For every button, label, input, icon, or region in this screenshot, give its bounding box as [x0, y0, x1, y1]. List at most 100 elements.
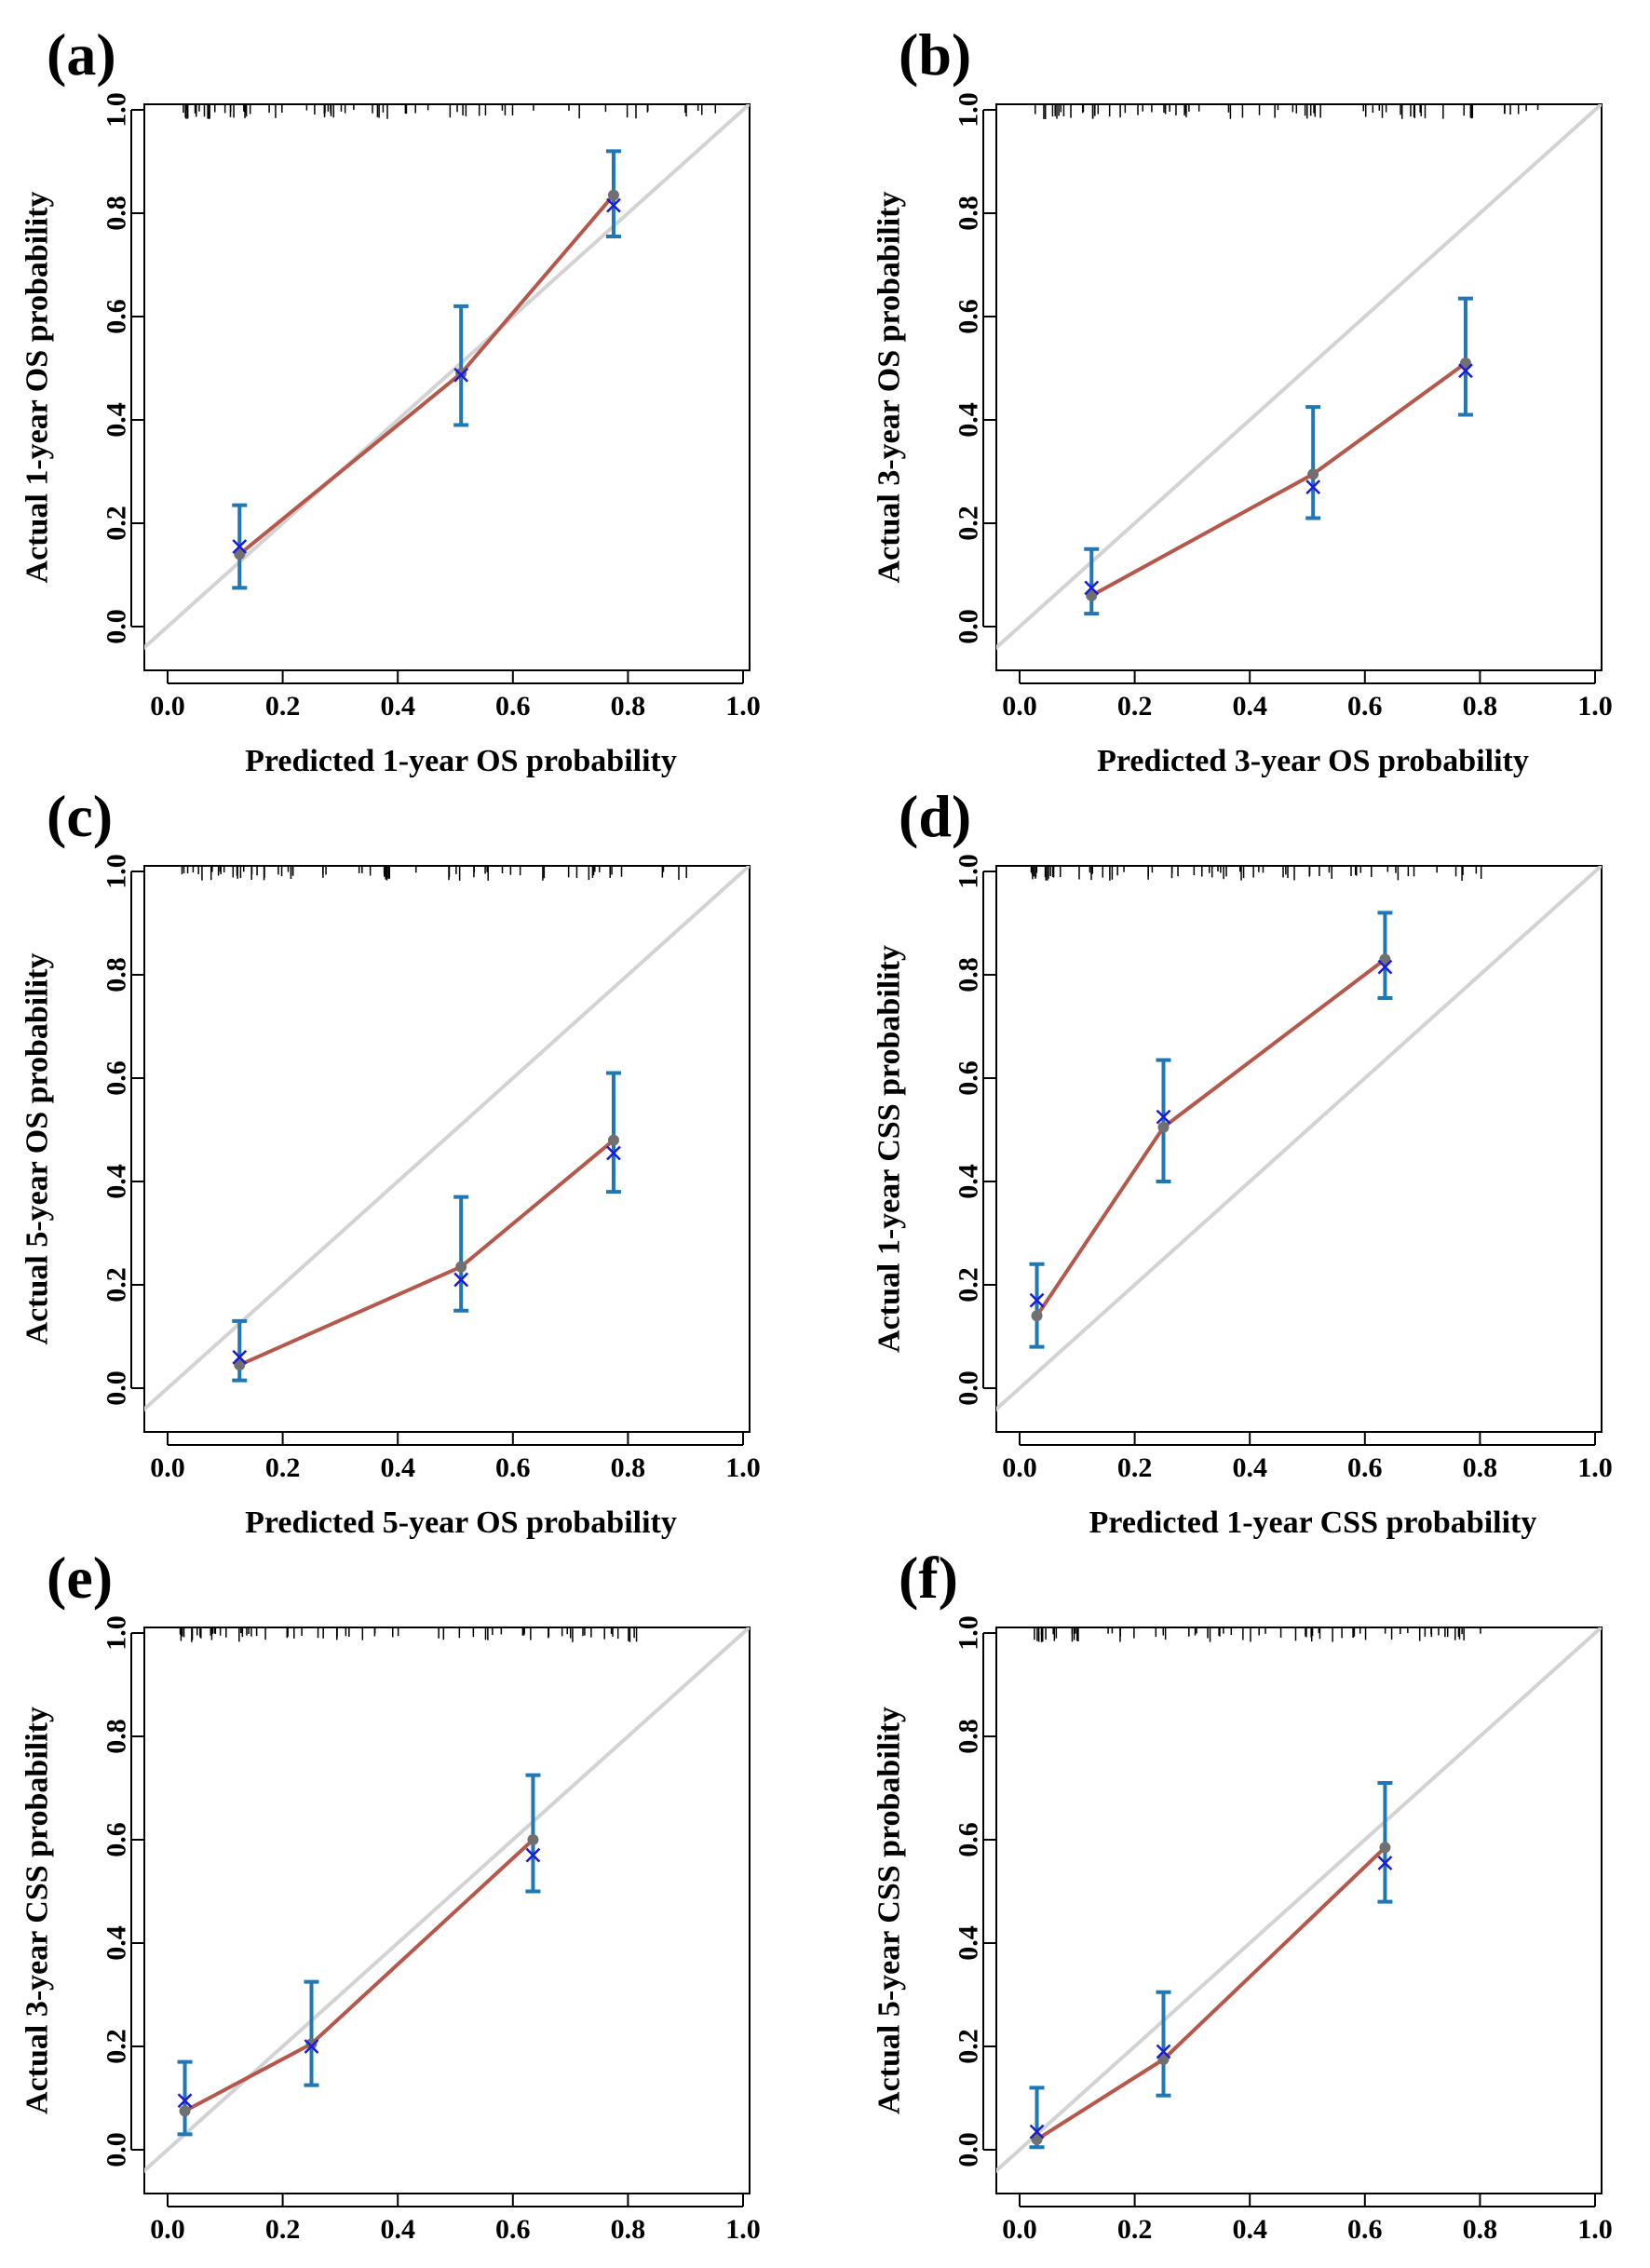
calibration-panel-f: (f)0.00.20.40.60.81.00.00.20.40.60.81.0P…: [872, 1545, 1613, 2268]
panel-label: (a): [47, 21, 116, 88]
bias-corrected-marker: [1377, 959, 1393, 975]
calibration-line: [1035, 1845, 1386, 2141]
error-bar: [1156, 1058, 1171, 1183]
x-tick-label: 0.6: [1347, 2214, 1383, 2245]
x-axis: 0.0 0.2 0.4 0.6 0.8 1.0: [1002, 2194, 1613, 2245]
x-tick-label: 0.8: [1463, 691, 1498, 722]
calibration-line: [183, 1838, 534, 2113]
x-tick-label: 1.0: [725, 691, 761, 722]
bias-corrected-marker: [525, 1847, 541, 1863]
x-tick-label: 0.6: [495, 2214, 531, 2245]
y-tick-label: 0.4: [101, 1925, 132, 1961]
reference-line: [144, 1627, 750, 2174]
calibration-line: [1035, 957, 1386, 1317]
reference-line: [996, 866, 1602, 1412]
y-tick-label: 0.0: [953, 1370, 984, 1406]
bias-corrected-marker: [1084, 580, 1100, 596]
y-tick-label: 0.0: [101, 1370, 132, 1406]
reference-line: [144, 866, 750, 1412]
x-tick-label: 0.0: [150, 691, 185, 722]
observed-point: [527, 1834, 539, 1845]
y-axis-title: Actual 1-year CSS probability: [872, 945, 907, 1353]
observed-point: [1157, 1121, 1170, 1133]
plot-frame: [995, 1627, 1603, 2194]
x-marker-stroke: [453, 367, 469, 383]
error-bar: [232, 1318, 248, 1383]
y-tick-label: 0.0: [953, 2132, 984, 2167]
x-tick-label: 0.0: [1002, 1452, 1037, 1483]
panel-label: (e): [47, 1545, 113, 1611]
error-bar: [1156, 1990, 1171, 2098]
y-axis: 0.0 0.2 0.4 0.6 0.8 1.0: [101, 92, 144, 644]
observed-point: [607, 1134, 619, 1146]
x-tick-label: 0.4: [1232, 1452, 1267, 1483]
y-tick-label: 1.0: [101, 1615, 132, 1651]
x-axis: 0.0 0.2 0.4 0.6 0.8 1.0: [150, 670, 761, 722]
calibration-panel-e: (e)0.00.20.40.60.81.00.00.20.40.60.81.0P…: [20, 1545, 761, 2268]
x-marker-stroke: [232, 539, 248, 554]
x-tick-label: 0.8: [611, 2214, 646, 2245]
x-tick-label: 0.4: [1232, 691, 1267, 722]
calibration-panel-d: (d) 0.0 0.2 0.4 0.6 0.8 1.0 0.0 0.2 0.4 0.6 0.8 1.0 P…: [872, 783, 1613, 1540]
y-axis-title: Actual 3-year CSS probability: [20, 1707, 55, 2114]
error-bar: [1084, 547, 1100, 616]
panel-label: (d): [899, 783, 971, 849]
plot-frame: [143, 103, 751, 671]
y-tick-label: 0.2: [101, 1267, 132, 1303]
x-axis: 0.0 0.2 0.4 0.6 0.8 1.0: [1002, 670, 1613, 722]
x-tick-label: 0.2: [1117, 691, 1153, 722]
reference-line: [996, 104, 1602, 651]
prediction-rug: [179, 1627, 638, 1642]
prediction-rug: [181, 866, 687, 881]
x-marker-stroke: [1029, 1292, 1045, 1308]
bias-corrected-marker: [1156, 1109, 1171, 1125]
y-tick-label: 0.2: [953, 2029, 984, 2064]
bias-corrected-marker: [606, 1145, 621, 1161]
panel-label: (c): [47, 783, 113, 849]
x-marker-stroke: [1458, 363, 1473, 379]
x-tick-label: 1.0: [1577, 691, 1613, 722]
x-tick-label: 0.2: [265, 2214, 301, 2245]
x-marker-stroke: [453, 1272, 469, 1288]
error-bar: [1029, 1262, 1045, 1349]
y-tick-label: 0.8: [953, 957, 984, 992]
x-marker-stroke: [232, 1349, 248, 1365]
x-tick-label: 0.6: [1347, 691, 1383, 722]
error-bar: [1305, 405, 1321, 520]
y-tick-label: 0.4: [101, 1164, 132, 1199]
calibration-panel-c: (c) 0.0 0.2 0.4 0.6 0.8 1.0 0.0 0.2 0.4 0.6 0.8 1.0 P…: [20, 783, 761, 1540]
error-bar: [605, 1071, 621, 1195]
x-tick-label: 0.8: [611, 691, 646, 722]
error-bar: [1457, 296, 1473, 417]
x-marker-stroke: [1084, 580, 1100, 596]
x-marker-stroke: [177, 2093, 193, 2109]
calibration-panel-b: (b) 0.0 0.2 0.4 0.6 0.8 1.0 0.0 0.2 0.4 0.6 0.8 1.0 P…: [872, 21, 1613, 778]
x-tick-label: 0.2: [265, 691, 301, 722]
y-axis-title: Actual 3-year OS probability: [872, 192, 907, 584]
y-tick-label: 0.0: [101, 609, 132, 644]
observed-point: [1379, 953, 1391, 965]
prediction-rug: [1035, 104, 1539, 119]
y-axis: 0.0 0.2 0.4 0.6 0.8 1.0: [953, 1615, 996, 2167]
y-tick-label: 0.8: [953, 196, 984, 231]
y-axis-title: Actual 5-year CSS probability: [872, 1707, 907, 2114]
calibration-line: [238, 1139, 615, 1367]
x-tick-label: 0.0: [150, 1452, 185, 1483]
y-tick-label: 0.6: [953, 1822, 984, 1857]
bias-corrected-marker: [1458, 363, 1473, 379]
observed-point: [607, 189, 619, 201]
y-tick-label: 0.4: [101, 402, 132, 438]
x-axis-title: Predicted 1-year OS probability: [245, 744, 677, 778]
x-marker-stroke: [1377, 959, 1393, 975]
bias-corrected-marker: [453, 367, 469, 383]
x-tick-label: 0.4: [380, 691, 415, 722]
y-axis-title: Actual 5-year OS probability: [20, 953, 55, 1345]
bias-corrected-marker: [177, 2093, 193, 2109]
observed-point: [1031, 1310, 1043, 1322]
x-tick-label: 1.0: [1577, 2214, 1613, 2245]
x-marker-stroke: [1156, 1109, 1171, 1125]
x-tick-label: 0.6: [1347, 1452, 1383, 1483]
y-tick-label: 0.6: [953, 1060, 984, 1096]
y-tick-label: 0.4: [953, 1164, 984, 1199]
bias-corrected-marker: [1029, 1292, 1045, 1308]
